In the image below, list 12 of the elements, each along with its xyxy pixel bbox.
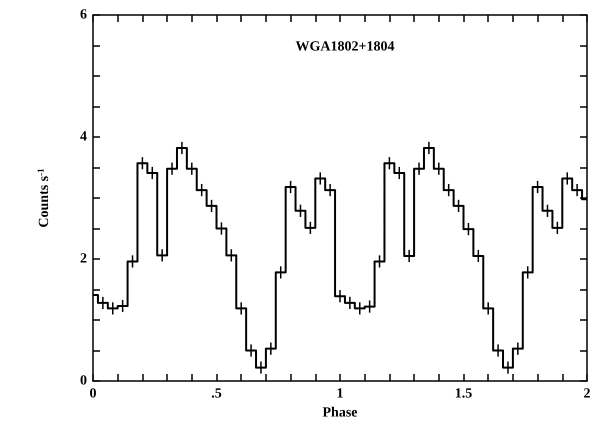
y-axis-title: Counts s-1 xyxy=(36,168,52,228)
y-tick-label: 0 xyxy=(80,374,87,388)
x-tick-label: 2 xyxy=(584,386,590,402)
y-tick-label: 6 xyxy=(80,8,87,22)
x-tick-label: .5 xyxy=(211,386,222,402)
y-tick-label: 2 xyxy=(80,252,87,266)
x-tick-label: 0 xyxy=(90,386,96,402)
y-tick-label: 4 xyxy=(80,130,87,144)
x-tick-label: 1 xyxy=(336,386,344,402)
x-tick-label: 1.5 xyxy=(454,386,472,402)
text: WGA1802+1804 xyxy=(296,40,394,54)
x-axis-title: Phase xyxy=(322,405,358,420)
